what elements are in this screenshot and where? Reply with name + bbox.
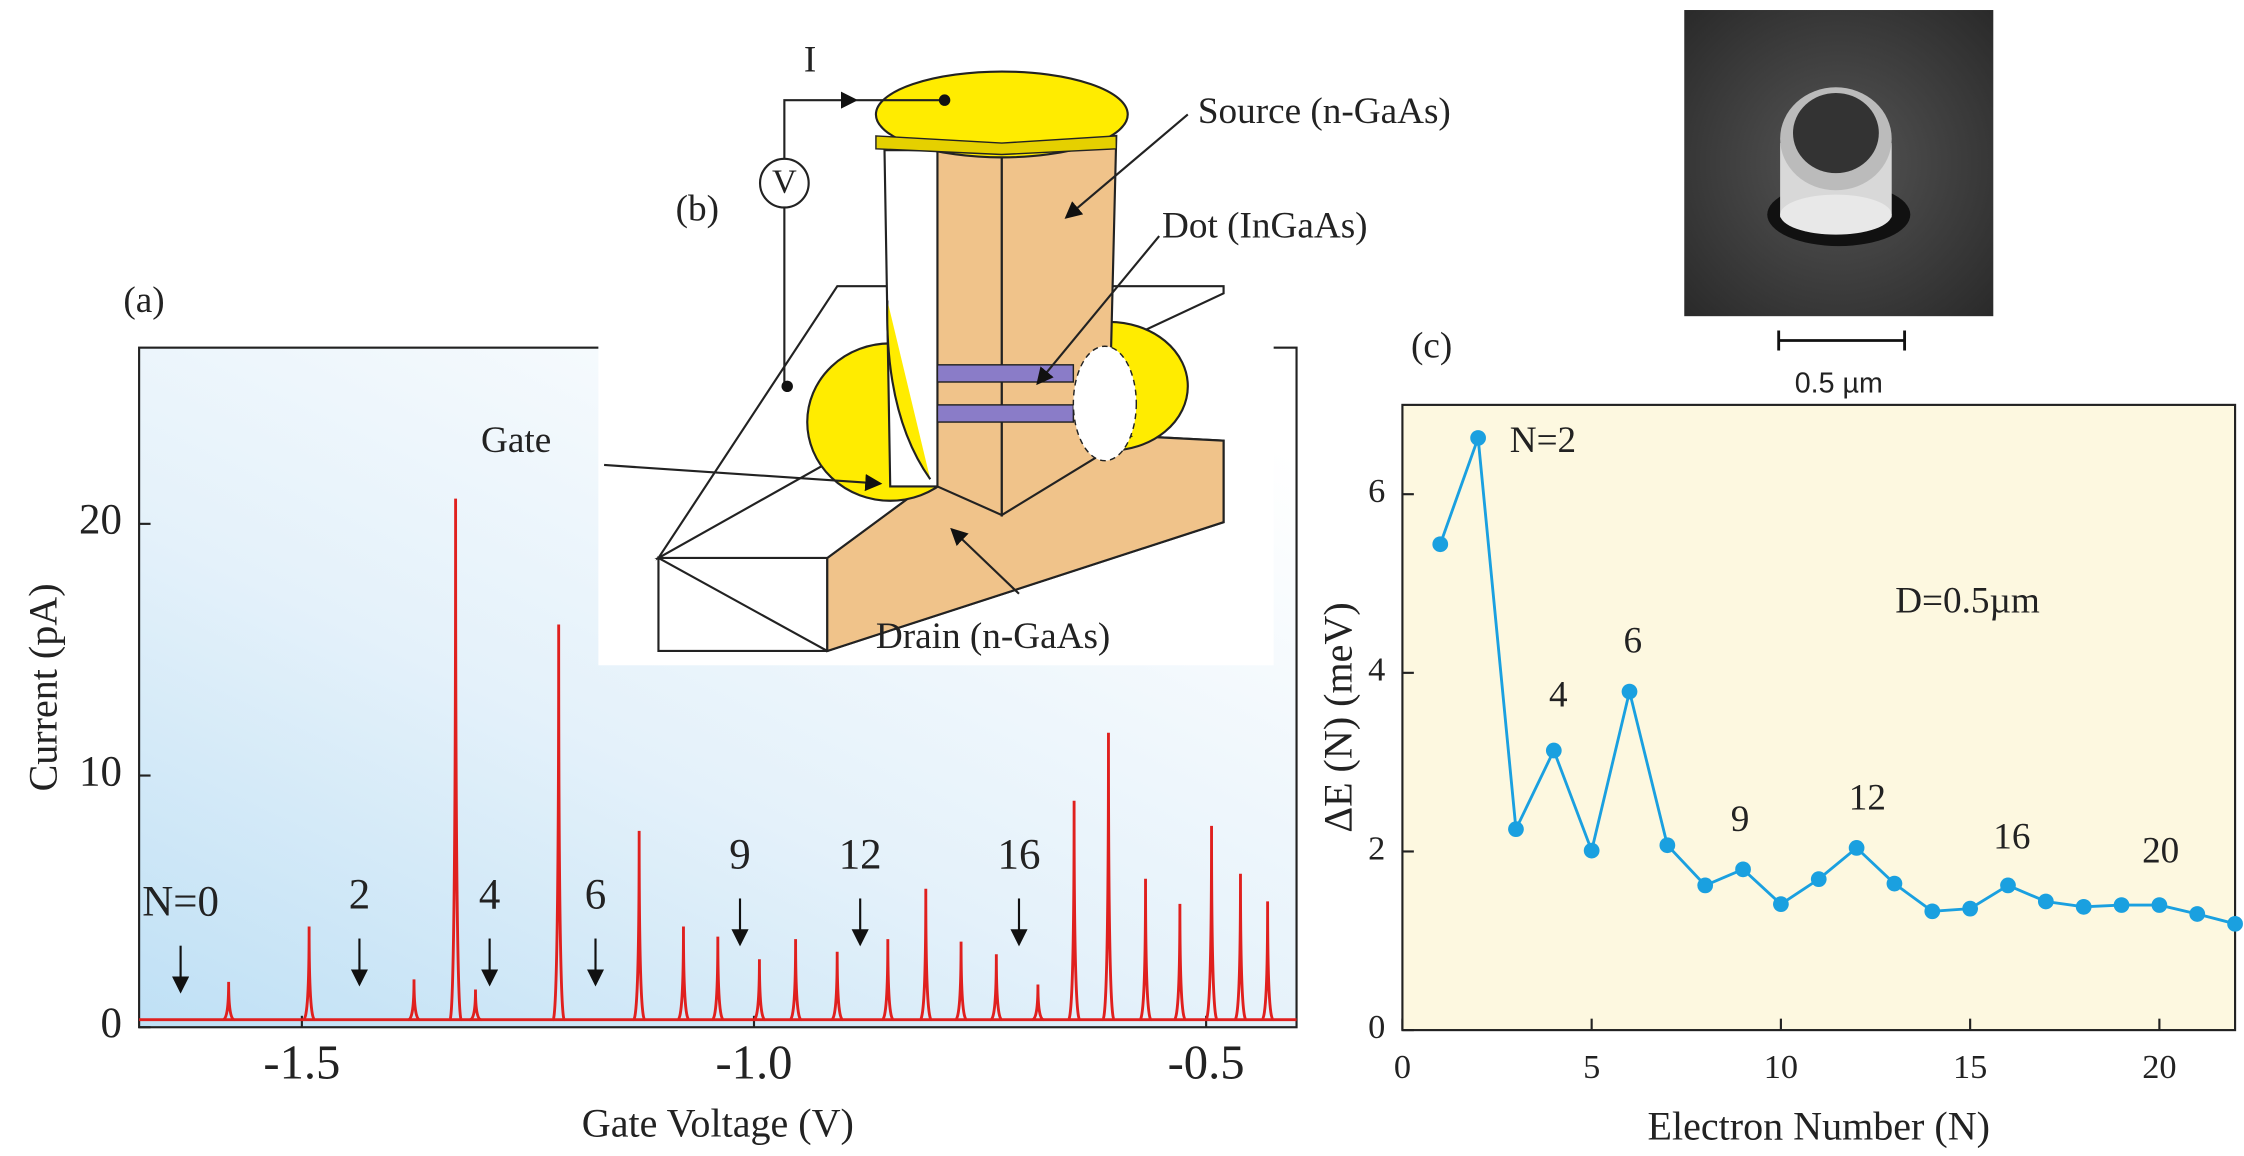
data-point bbox=[1470, 430, 1486, 446]
annotation: N=0 bbox=[142, 878, 219, 925]
y-tick-label: 20 bbox=[79, 497, 122, 544]
x-tick-label: -0.5 bbox=[1168, 1035, 1245, 1089]
x-tick-label: 0 bbox=[1394, 1048, 1411, 1086]
y-tick-label: 0 bbox=[1368, 1008, 1385, 1046]
y-tick-label: 6 bbox=[1368, 472, 1385, 510]
data-point bbox=[1811, 871, 1827, 887]
x-tick-label: 5 bbox=[1583, 1048, 1600, 1086]
data-point bbox=[1924, 903, 1940, 919]
source-label: Source (n-GaAs) bbox=[1198, 91, 1451, 132]
annotation: 16 bbox=[998, 831, 1041, 878]
panel-label: (c) bbox=[1411, 326, 1452, 367]
annotation: 9 bbox=[1731, 799, 1750, 840]
data-point bbox=[2114, 897, 2130, 913]
drain-label: Drain (n-GaAs) bbox=[876, 616, 1110, 657]
x-tick-label: 20 bbox=[2142, 1048, 2176, 1086]
data-point bbox=[2038, 894, 2054, 910]
annotation: N=2 bbox=[1510, 420, 1576, 461]
x-tick-label: 10 bbox=[1764, 1048, 1798, 1086]
page: {"chart_data": [ {"type": "spectrum", "x… bbox=[0, 0, 2244, 1156]
data-point bbox=[1849, 840, 1865, 856]
data-point bbox=[1432, 536, 1448, 552]
data-point bbox=[1773, 896, 1789, 912]
annotation: 2 bbox=[349, 871, 370, 918]
data-point bbox=[2076, 899, 2092, 915]
annotation: 12 bbox=[1849, 778, 1886, 819]
annotation: 20 bbox=[2142, 831, 2179, 872]
plot-area-c bbox=[1402, 405, 2235, 1030]
x-tick-label: -1.0 bbox=[716, 1035, 793, 1089]
y-tick-label: 4 bbox=[1368, 651, 1385, 689]
annotation: 4 bbox=[479, 871, 500, 918]
data-point bbox=[1887, 876, 1903, 892]
y-axis-title: ΔE (N) (meV) bbox=[1316, 602, 1361, 832]
device-diagram: I V Source (n-GaAs) Dot (InGaAs) Gate Dr… bbox=[481, 39, 1451, 665]
y-tick-label: 10 bbox=[79, 748, 122, 795]
data-point bbox=[1508, 821, 1524, 837]
y-tick-label: 2 bbox=[1368, 829, 1385, 867]
data-point bbox=[1735, 861, 1751, 877]
data-point bbox=[1962, 901, 1978, 917]
annotation: 9 bbox=[729, 831, 750, 878]
data-point bbox=[1622, 684, 1638, 700]
x-axis-title: Electron Number (N) bbox=[1647, 1103, 1989, 1148]
annotation: 12 bbox=[839, 831, 882, 878]
scale-bar-label: 0.5 µm bbox=[1795, 367, 1883, 399]
x-tick-label: -1.5 bbox=[263, 1035, 340, 1089]
data-point bbox=[2227, 916, 2243, 932]
annotation: 6 bbox=[585, 871, 606, 918]
figure: -1.5-1.0-0.501020Gate Voltage (V)Current… bbox=[0, 0, 2244, 1156]
data-point bbox=[2152, 897, 2168, 913]
gate-label: Gate bbox=[481, 420, 551, 461]
annotation: D=0.5µm bbox=[1895, 580, 2040, 621]
x-tick-label: 15 bbox=[1953, 1048, 1987, 1086]
data-point bbox=[2189, 906, 2205, 922]
annotation: 16 bbox=[1993, 816, 2030, 857]
y-axis-title: Current (pA) bbox=[21, 583, 66, 791]
annotation: 4 bbox=[1549, 675, 1568, 716]
panel-label: (a) bbox=[123, 280, 164, 321]
voltage-label: V bbox=[772, 162, 797, 200]
panel-label: (b) bbox=[676, 188, 719, 229]
current-label: I bbox=[804, 39, 816, 80]
sem-image: 0.5 µm bbox=[1684, 10, 1993, 399]
data-point bbox=[1659, 837, 1675, 853]
data-point bbox=[1546, 743, 1562, 759]
y-tick-label: 0 bbox=[100, 1000, 121, 1047]
data-point bbox=[1584, 843, 1600, 859]
dot-label: Dot (InGaAs) bbox=[1162, 205, 1368, 246]
data-point bbox=[1697, 878, 1713, 894]
annotation: 6 bbox=[1623, 620, 1642, 661]
data-point bbox=[2000, 878, 2016, 894]
x-axis-title: Gate Voltage (V) bbox=[582, 1101, 854, 1146]
